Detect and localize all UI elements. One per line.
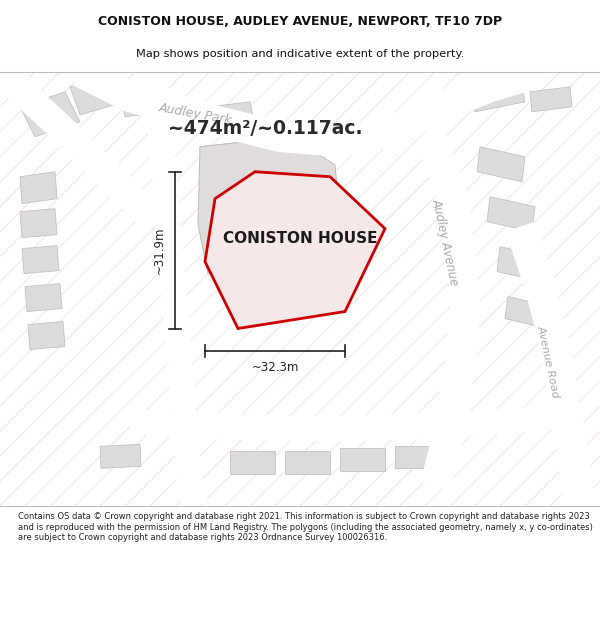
Polygon shape xyxy=(70,75,125,115)
Polygon shape xyxy=(20,92,80,137)
Polygon shape xyxy=(205,172,385,329)
Polygon shape xyxy=(20,172,57,204)
Text: CONISTON HOUSE, AUDLEY AVENUE, NEWPORT, TF10 7DP: CONISTON HOUSE, AUDLEY AVENUE, NEWPORT, … xyxy=(98,15,502,28)
Polygon shape xyxy=(470,77,525,112)
Polygon shape xyxy=(198,137,342,279)
Text: ~474m²/~0.117ac.: ~474m²/~0.117ac. xyxy=(168,119,362,138)
Text: CONISTON HOUSE: CONISTON HOUSE xyxy=(223,231,377,246)
Polygon shape xyxy=(22,246,59,274)
Polygon shape xyxy=(477,147,525,182)
Polygon shape xyxy=(28,321,65,349)
Polygon shape xyxy=(285,451,330,474)
Polygon shape xyxy=(340,448,385,471)
Polygon shape xyxy=(395,446,435,468)
Polygon shape xyxy=(20,209,57,238)
Polygon shape xyxy=(100,444,141,468)
Polygon shape xyxy=(530,87,572,112)
Text: ~31.9m: ~31.9m xyxy=(152,226,166,274)
Text: Map shows position and indicative extent of the property.: Map shows position and indicative extent… xyxy=(136,49,464,59)
Text: ~32.3m: ~32.3m xyxy=(251,361,299,374)
Text: Contains OS data © Crown copyright and database right 2021. This information is : Contains OS data © Crown copyright and d… xyxy=(18,512,593,542)
Text: Audley Avenue: Audley Avenue xyxy=(430,197,461,286)
Polygon shape xyxy=(25,284,62,311)
Polygon shape xyxy=(487,197,535,232)
Polygon shape xyxy=(200,137,340,277)
Polygon shape xyxy=(497,247,545,282)
Polygon shape xyxy=(505,296,550,329)
Polygon shape xyxy=(230,451,275,474)
Polygon shape xyxy=(120,87,165,117)
Text: Avenue Road: Avenue Road xyxy=(535,324,560,399)
Polygon shape xyxy=(210,102,255,132)
Text: Audley Park: Audley Park xyxy=(157,101,233,127)
